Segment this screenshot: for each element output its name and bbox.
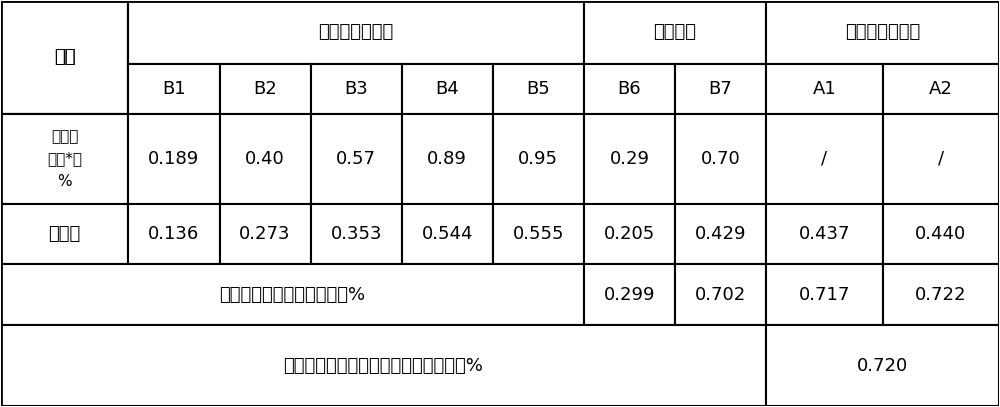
Bar [675, 264, 766, 325]
Bar [766, 325, 999, 406]
Bar [1, 1, 128, 114]
Bar [311, 114, 402, 204]
Bar [128, 1, 584, 63]
Text: B7: B7 [709, 80, 732, 98]
Text: A1: A1 [812, 80, 836, 98]
Bar [766, 204, 883, 264]
Bar [766, 114, 883, 204]
Bar [493, 204, 584, 264]
Bar [584, 204, 675, 264]
Bar [311, 204, 402, 264]
Text: 含量*，: 含量*， [47, 151, 82, 166]
Bar [883, 63, 999, 114]
Bar [675, 204, 766, 264]
Bar [584, 63, 675, 114]
Bar [402, 204, 493, 264]
Text: 由工作曲线查得的硅含量，%: 由工作曲线查得的硅含量，% [219, 286, 365, 304]
Text: 0.95: 0.95 [518, 150, 558, 168]
Bar [128, 63, 220, 114]
Bar [1, 1, 128, 114]
Text: 0.555: 0.555 [513, 225, 564, 243]
Bar [220, 204, 311, 264]
Bar [1, 325, 766, 406]
Text: 标准硅: 标准硅 [51, 129, 78, 144]
Bar [402, 114, 493, 204]
Text: 0.717: 0.717 [799, 286, 850, 304]
Bar [766, 1, 999, 63]
Text: %: % [57, 174, 72, 189]
Text: 0.440: 0.440 [915, 225, 967, 243]
Text: 0.299: 0.299 [604, 286, 655, 304]
Bar [311, 63, 402, 114]
Text: 0.57: 0.57 [336, 150, 376, 168]
Text: B5: B5 [526, 80, 550, 98]
Text: 0.70: 0.70 [701, 150, 740, 168]
Text: B6: B6 [618, 80, 641, 98]
Text: B4: B4 [435, 80, 459, 98]
Bar [220, 114, 311, 204]
Bar [584, 114, 675, 204]
Bar [883, 264, 999, 325]
Bar [493, 63, 584, 114]
Text: 0.205: 0.205 [604, 225, 655, 243]
Text: 吸光度: 吸光度 [48, 225, 81, 243]
Bar [220, 63, 311, 114]
Text: 0.40: 0.40 [245, 150, 285, 168]
Text: 0.29: 0.29 [609, 150, 649, 168]
Bar [128, 204, 220, 264]
Text: A2: A2 [929, 80, 953, 98]
Text: 项目: 项目 [54, 48, 75, 66]
Text: 0.702: 0.702 [695, 286, 746, 304]
Text: /: / [821, 150, 827, 168]
Bar [493, 114, 584, 204]
Text: 铝合金标准样品: 铝合金标准样品 [319, 23, 394, 41]
Text: 0.720: 0.720 [857, 357, 908, 375]
Text: 项目: 项目 [54, 48, 75, 66]
Bar [402, 63, 493, 114]
Text: 0.437: 0.437 [799, 225, 850, 243]
Text: 0.544: 0.544 [421, 225, 473, 243]
Text: 0.136: 0.136 [148, 225, 200, 243]
Text: /: / [938, 150, 944, 168]
Text: 控制标样: 控制标样 [653, 23, 696, 41]
Bar [584, 264, 675, 325]
Text: 0.273: 0.273 [239, 225, 291, 243]
Bar [883, 204, 999, 264]
Bar [883, 114, 999, 204]
Text: B3: B3 [344, 80, 368, 98]
Bar [766, 264, 883, 325]
Bar [1, 114, 128, 204]
Text: B1: B1 [162, 80, 186, 98]
Bar [1, 204, 128, 264]
Bar [128, 114, 220, 204]
Text: 0.429: 0.429 [695, 225, 746, 243]
Text: 0.722: 0.722 [915, 286, 967, 304]
Text: B2: B2 [253, 80, 277, 98]
Bar [1, 264, 584, 325]
Text: 0.89: 0.89 [427, 150, 467, 168]
Text: 待测铝合金样品: 待测铝合金样品 [845, 23, 920, 41]
Bar [766, 63, 883, 114]
Text: 0.353: 0.353 [330, 225, 382, 243]
Bar [675, 63, 766, 114]
Bar [584, 1, 766, 63]
Bar [675, 114, 766, 204]
Text: 待测铝合金样品中的硅含量测定结果，%: 待测铝合金样品中的硅含量测定结果，% [283, 357, 483, 375]
Text: 0.189: 0.189 [148, 150, 200, 168]
